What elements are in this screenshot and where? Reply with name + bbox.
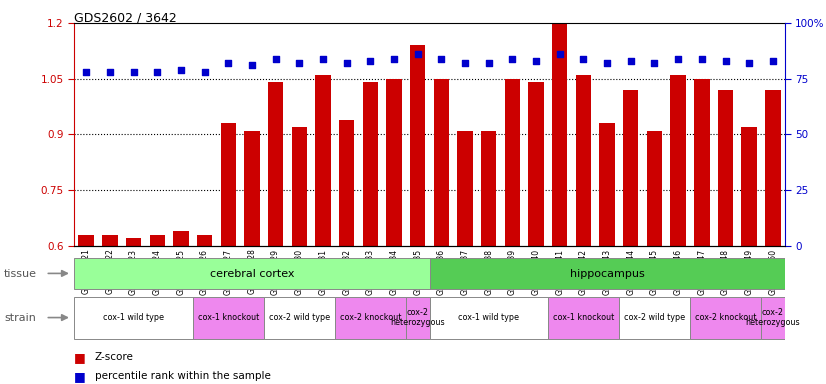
Point xyxy=(316,56,330,62)
Point xyxy=(553,51,567,57)
Bar xyxy=(173,231,188,246)
Point xyxy=(292,60,306,66)
Point xyxy=(672,56,685,62)
Point xyxy=(482,60,496,66)
Text: cox-2 knockout: cox-2 knockout xyxy=(339,313,401,322)
Point xyxy=(174,67,188,73)
Bar xyxy=(505,79,520,246)
Text: Z-score: Z-score xyxy=(95,352,134,362)
Text: strain: strain xyxy=(4,313,36,323)
Point xyxy=(648,60,661,66)
Point xyxy=(601,60,614,66)
Text: cox-2 wild type: cox-2 wild type xyxy=(268,313,330,322)
Bar xyxy=(742,127,757,246)
Point xyxy=(411,51,425,57)
Point xyxy=(245,62,259,68)
Text: ■: ■ xyxy=(74,351,86,364)
Bar xyxy=(197,235,212,246)
Text: cox-2 wild type: cox-2 wild type xyxy=(624,313,685,322)
Text: tissue: tissue xyxy=(4,269,37,279)
Bar xyxy=(335,296,406,339)
Bar xyxy=(690,296,761,339)
Bar xyxy=(126,238,141,246)
Text: cox-2
heterozygous: cox-2 heterozygous xyxy=(746,308,800,328)
Bar xyxy=(619,296,690,339)
Bar xyxy=(263,296,335,339)
Text: cox-2 knockout: cox-2 knockout xyxy=(695,313,756,322)
Text: hippocampus: hippocampus xyxy=(570,268,644,279)
Point xyxy=(387,56,401,62)
Point xyxy=(458,60,472,66)
Point xyxy=(103,69,116,75)
Text: cerebral cortex: cerebral cortex xyxy=(210,268,294,279)
Text: GDS2602 / 3642: GDS2602 / 3642 xyxy=(74,12,177,25)
Text: cox-1 wild type: cox-1 wild type xyxy=(458,313,520,322)
Bar xyxy=(78,235,94,246)
Text: cox-1 knockout: cox-1 knockout xyxy=(553,313,614,322)
Point xyxy=(695,56,709,62)
Point xyxy=(743,60,756,66)
Bar xyxy=(765,90,781,246)
Point xyxy=(198,69,211,75)
Bar xyxy=(339,119,354,246)
Bar xyxy=(74,296,192,339)
Point xyxy=(269,56,282,62)
Bar xyxy=(458,131,472,246)
Bar xyxy=(671,75,686,246)
Bar xyxy=(74,258,430,289)
Bar xyxy=(481,131,496,246)
Point xyxy=(434,56,448,62)
Point xyxy=(340,60,354,66)
Bar xyxy=(244,131,259,246)
Bar xyxy=(221,123,236,246)
Point xyxy=(79,69,93,75)
Text: cox-2
heterozygous: cox-2 heterozygous xyxy=(391,308,445,328)
Point xyxy=(506,56,519,62)
Bar xyxy=(623,90,638,246)
Bar xyxy=(761,296,785,339)
Bar xyxy=(434,79,449,246)
Bar xyxy=(430,296,548,339)
Point xyxy=(719,58,732,64)
Bar xyxy=(316,75,330,246)
Bar xyxy=(430,258,785,289)
Bar xyxy=(387,79,401,246)
Bar xyxy=(292,127,307,246)
Bar xyxy=(647,131,662,246)
Bar xyxy=(552,23,567,246)
Text: ■: ■ xyxy=(74,370,86,383)
Point xyxy=(529,58,543,64)
Bar xyxy=(548,296,619,339)
Bar xyxy=(600,123,615,246)
Point xyxy=(363,58,377,64)
Point xyxy=(767,58,780,64)
Point xyxy=(577,56,590,62)
Bar xyxy=(268,83,283,246)
Point xyxy=(127,69,140,75)
Point xyxy=(624,58,638,64)
Point xyxy=(221,60,235,66)
Bar xyxy=(576,75,591,246)
Text: percentile rank within the sample: percentile rank within the sample xyxy=(95,371,271,381)
Bar xyxy=(192,296,263,339)
Bar xyxy=(150,235,165,246)
Bar xyxy=(363,83,378,246)
Bar xyxy=(410,45,425,246)
Bar xyxy=(694,79,710,246)
Text: cox-1 wild type: cox-1 wild type xyxy=(103,313,164,322)
Text: cox-1 knockout: cox-1 knockout xyxy=(197,313,259,322)
Bar xyxy=(406,296,430,339)
Bar xyxy=(102,235,117,246)
Bar xyxy=(718,90,733,246)
Bar xyxy=(529,83,544,246)
Point xyxy=(150,69,164,75)
